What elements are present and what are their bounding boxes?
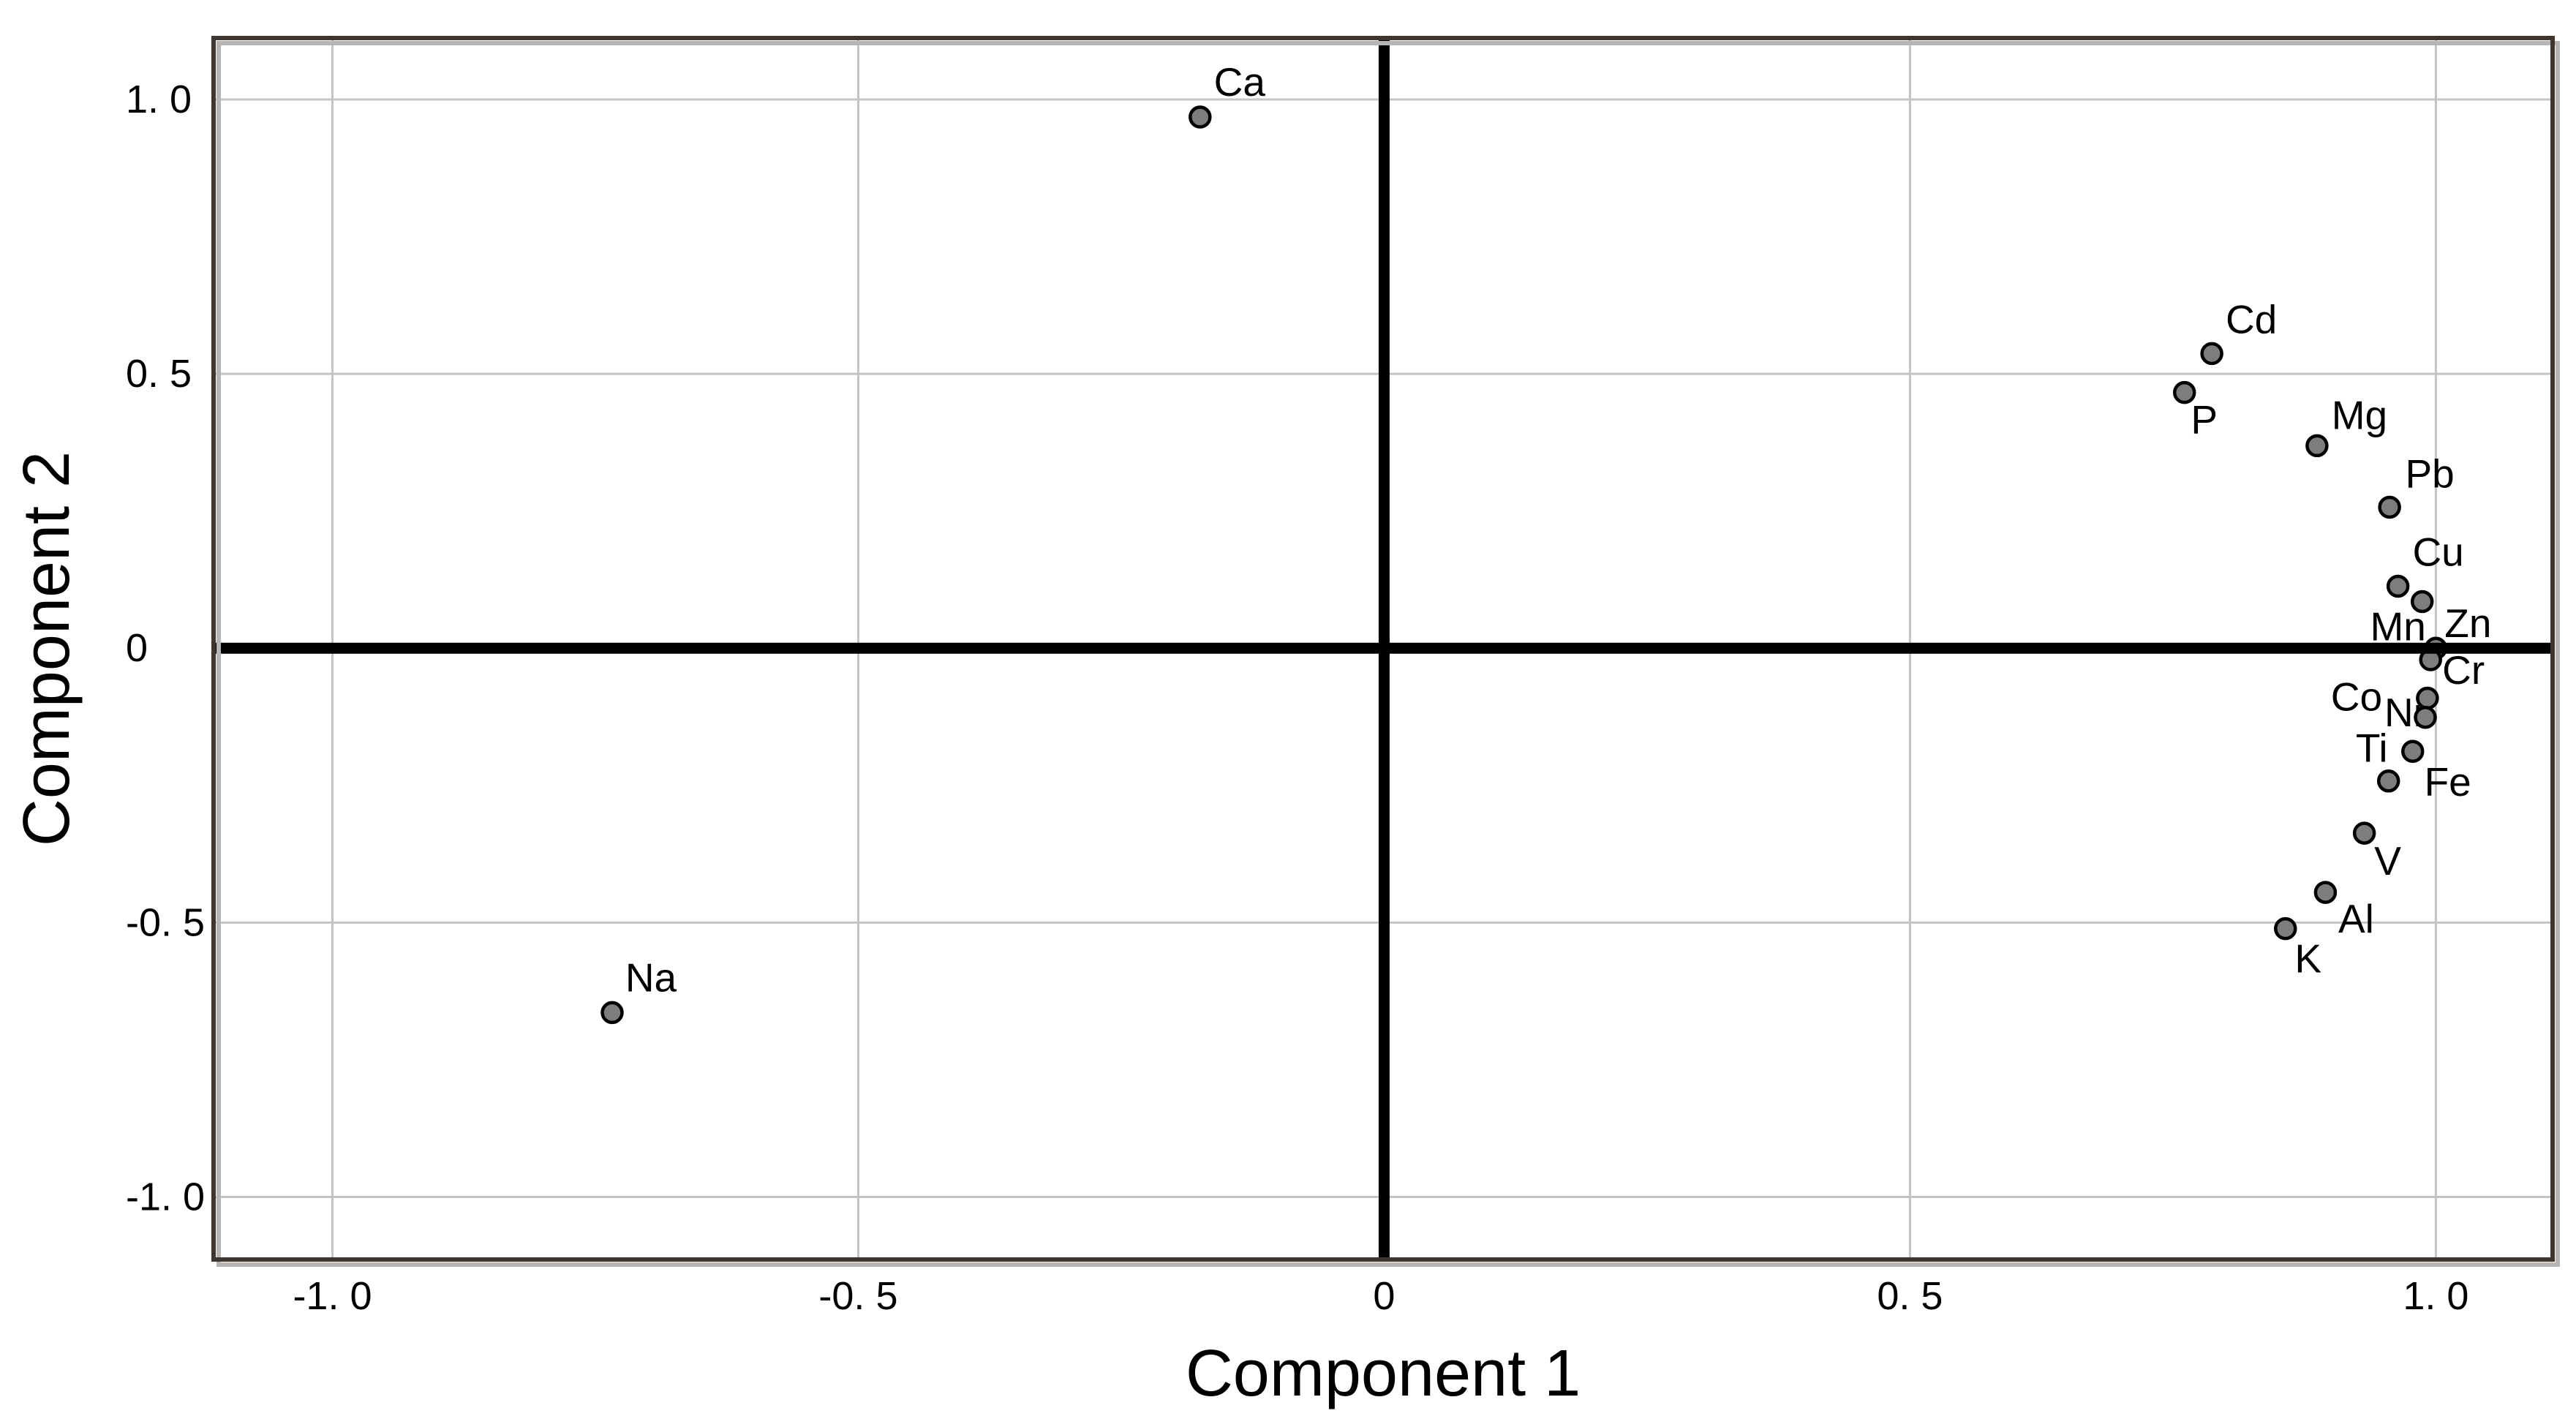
- x-tick-label--1: -1. 0: [293, 1274, 372, 1318]
- y-tick-label-0.5: 0. 5: [126, 352, 192, 396]
- point-label-Mg: Mg: [2332, 392, 2387, 437]
- plot-border: [211, 36, 2560, 1267]
- point-label-P: P: [2191, 397, 2218, 443]
- x-axis-title: Component 1: [1186, 1337, 1581, 1410]
- point-label-Al: Al: [2338, 896, 2374, 941]
- data-point-Cd: [2200, 342, 2223, 366]
- point-label-Co: Co: [2331, 674, 2382, 720]
- point-label-Pb: Pb: [2405, 451, 2454, 496]
- data-point-Mn: [2410, 590, 2434, 614]
- y-tick-label-1: 1. 0: [126, 78, 192, 121]
- x-tick-label-0.5: 0. 5: [1877, 1274, 1943, 1318]
- point-label-Cd: Cd: [2226, 296, 2277, 342]
- x-tick-label--0.5: -0. 5: [818, 1274, 897, 1318]
- data-point-Na: [600, 1001, 624, 1025]
- y-axis-title: Component 2: [10, 451, 83, 846]
- data-points: [600, 105, 2448, 1025]
- point-label-Cu: Cu: [2412, 529, 2463, 574]
- point-label-Cr: Cr: [2442, 647, 2485, 693]
- data-point-V: [2352, 821, 2376, 845]
- data-point-Pb: [2378, 495, 2401, 519]
- data-point-Co: [2416, 686, 2439, 710]
- data-point-Mg: [2305, 434, 2329, 458]
- point-label-Zn: Zn: [2444, 600, 2491, 646]
- plot-border-shadow: [216, 41, 2560, 1267]
- data-point-Cu: [2386, 574, 2410, 598]
- point-label-Na: Na: [625, 955, 677, 1000]
- data-point-Al: [2313, 881, 2338, 904]
- data-point-Fe: [2376, 769, 2400, 793]
- point-label-Ti: Ti: [2356, 725, 2388, 770]
- data-point-Ti: [2401, 739, 2425, 764]
- point-label-V: V: [2374, 838, 2401, 884]
- x-tick-label-0: 0: [1373, 1274, 1395, 1318]
- y-tick-label--1: -1. 0: [126, 1175, 205, 1219]
- zero-reference-lines: [214, 38, 2553, 1260]
- y-tick-label--0.5: -0. 5: [126, 900, 205, 944]
- y-tick-label-0: 0: [126, 626, 148, 670]
- data-point-Ca: [1189, 105, 1212, 129]
- data-point-Ni: [2414, 706, 2437, 729]
- data-point-K: [2274, 916, 2297, 941]
- data-point-P: [2172, 380, 2196, 404]
- point-label-Fe: Fe: [2425, 759, 2471, 805]
- point-label-Ca: Ca: [1214, 59, 1266, 105]
- tick-labels: -1. 0 -0. 5 0 0. 5 1. 0 1. 0 0. 5 0 -0. 5 -1. 0: [126, 78, 2468, 1318]
- point-label-K: K: [2294, 936, 2321, 982]
- plot-border-rect: [211, 36, 2555, 1262]
- x-tick-label-1: 1. 0: [2403, 1274, 2468, 1318]
